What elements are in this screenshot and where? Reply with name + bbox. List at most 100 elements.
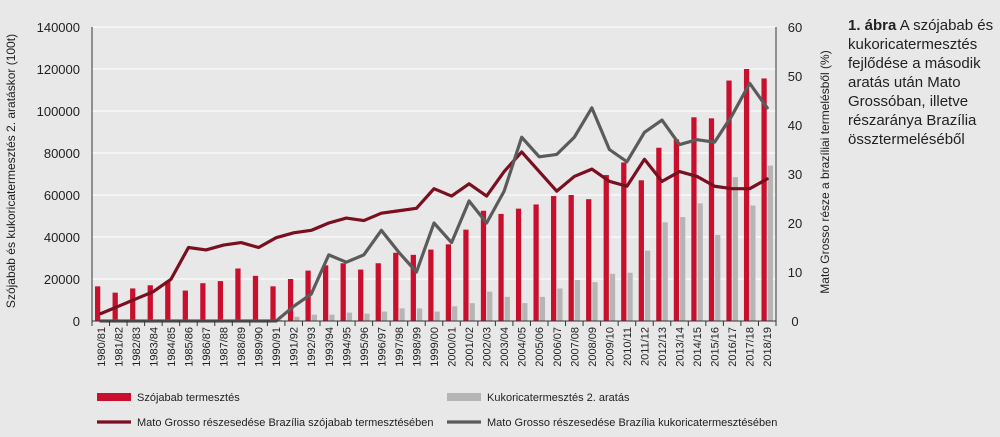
category-label: 1999/00 <box>429 327 441 367</box>
left-tick-label: 80000 <box>44 146 80 161</box>
category-label: 2015/16 <box>710 327 722 367</box>
soy-bar <box>638 180 644 321</box>
soy-bar <box>743 69 750 321</box>
left-axis-title: Szójabab és kukoricatermesztés 2. aratás… <box>4 34 18 308</box>
left-tick-label: 120000 <box>37 62 80 77</box>
category-label: 1991/92 <box>289 327 301 367</box>
category-label: 2002/03 <box>482 327 494 367</box>
corn-bar <box>715 234 721 321</box>
corn-bar <box>487 291 493 321</box>
right-axis-title: Mato Grosso része a brazíliai termelésbő… <box>818 50 832 293</box>
soy-bar <box>498 213 504 321</box>
category-label: 1998/99 <box>411 327 423 367</box>
corn-bar <box>609 273 616 321</box>
soy-bar <box>726 80 732 321</box>
soy-bar <box>323 265 329 321</box>
soy-bar <box>165 281 171 321</box>
corn-bar <box>557 288 563 321</box>
category-label: 2010/11 <box>622 327 634 366</box>
soy-bar <box>375 263 381 321</box>
axes <box>91 27 777 322</box>
category-label: 2000/01 <box>447 327 459 367</box>
soy-bar <box>691 117 697 321</box>
corn-bar <box>416 308 423 321</box>
corn-bar <box>574 280 581 321</box>
soy-bar <box>603 175 609 321</box>
right-tick-label: 60 <box>788 20 802 35</box>
category-label: 1983/84 <box>148 327 160 367</box>
right-tick-label: 20 <box>788 216 802 231</box>
category-label: 2016/17 <box>727 327 739 367</box>
soy-bar <box>445 244 452 321</box>
category-label: 2001/02 <box>464 327 476 367</box>
corn-bar <box>504 296 510 321</box>
corn-bar <box>469 303 475 321</box>
category-label: 1994/95 <box>341 327 353 367</box>
soy-bar <box>656 147 662 321</box>
category-label: 2006/07 <box>552 327 564 367</box>
category-label: 1993/94 <box>324 327 336 367</box>
legend-corn-bar-label: Kukoricatermesztés 2. aratás <box>487 392 630 404</box>
soy-bar <box>130 288 136 321</box>
category-label: 1982/83 <box>131 327 143 367</box>
soy-bar <box>270 286 276 321</box>
soy-bar <box>410 254 416 321</box>
corn-bar <box>329 314 335 321</box>
right-tick-label: 40 <box>788 118 802 133</box>
category-label: 1988/89 <box>236 327 248 367</box>
right-tick-label: 30 <box>788 167 802 182</box>
corn-bar <box>750 205 756 321</box>
right-tick-label: 50 <box>788 69 802 84</box>
corn-bar <box>522 303 528 321</box>
category-label: 1981/82 <box>113 327 125 367</box>
soy-bar <box>761 78 767 321</box>
category-label: 1992/93 <box>306 327 318 367</box>
soy-share-line <box>99 150 769 316</box>
category-label: 1989/90 <box>254 327 266 367</box>
legend: Szójabab termesztés Kukoricatermesztés 2.… <box>97 392 777 429</box>
right-tick-label: 10 <box>788 265 802 280</box>
category-label: 1985/86 <box>183 327 195 367</box>
soy-bar <box>95 286 101 321</box>
soy-bar <box>147 285 153 321</box>
corn-bar <box>644 250 651 321</box>
soy-bar <box>708 118 715 321</box>
category-label: 1996/97 <box>376 327 388 367</box>
corn-bar <box>276 319 282 321</box>
corn-bar <box>311 314 317 321</box>
corn-bar <box>346 312 353 321</box>
left-axis-ticks: 0 20000 40000 60000 80000 100000 120000 140000 <box>37 20 80 329</box>
soy-bar <box>287 279 294 321</box>
category-axis-ticks: 1980/81 1981/82 1982/83 1983/84 1984/85 1985/… <box>91 321 777 367</box>
corn-bar <box>434 311 440 321</box>
category-label: 2007/08 <box>569 327 581 367</box>
soy-bar <box>621 162 627 321</box>
left-tick-label: 100000 <box>37 104 80 119</box>
category-label: 2017/18 <box>745 327 757 367</box>
corn-bar <box>627 272 633 321</box>
category-label: 2005/06 <box>534 327 546 367</box>
left-tick-label: 0 <box>73 314 80 329</box>
corn-bar <box>592 282 598 321</box>
corn-bar <box>452 306 458 321</box>
right-axis-ticks: 0 10 20 30 40 50 60 <box>788 20 802 329</box>
category-label: 1995/96 <box>359 327 371 367</box>
category-label: 2018/19 <box>762 327 774 367</box>
soy-bar <box>358 269 364 321</box>
right-tick-label: 0 <box>791 314 798 329</box>
category-label: 2011/12 <box>639 327 651 366</box>
category-label: 2004/05 <box>517 327 529 367</box>
soy-bar <box>551 196 557 321</box>
caption-text: A szójabab és kukoricatermesztés fejlődé… <box>848 17 994 148</box>
category-label: 2012/13 <box>657 327 669 367</box>
left-tick-label: 60000 <box>44 188 80 203</box>
legend-corn-bar-swatch <box>447 393 481 401</box>
soy-bar <box>340 263 346 321</box>
corn-bar <box>399 308 405 321</box>
soy-bar <box>586 199 592 321</box>
soy-bar <box>428 249 434 321</box>
corn-bar <box>732 177 738 321</box>
category-label: 2008/09 <box>587 327 599 367</box>
category-label: 1987/88 <box>219 327 231 367</box>
gridlines <box>92 26 776 280</box>
